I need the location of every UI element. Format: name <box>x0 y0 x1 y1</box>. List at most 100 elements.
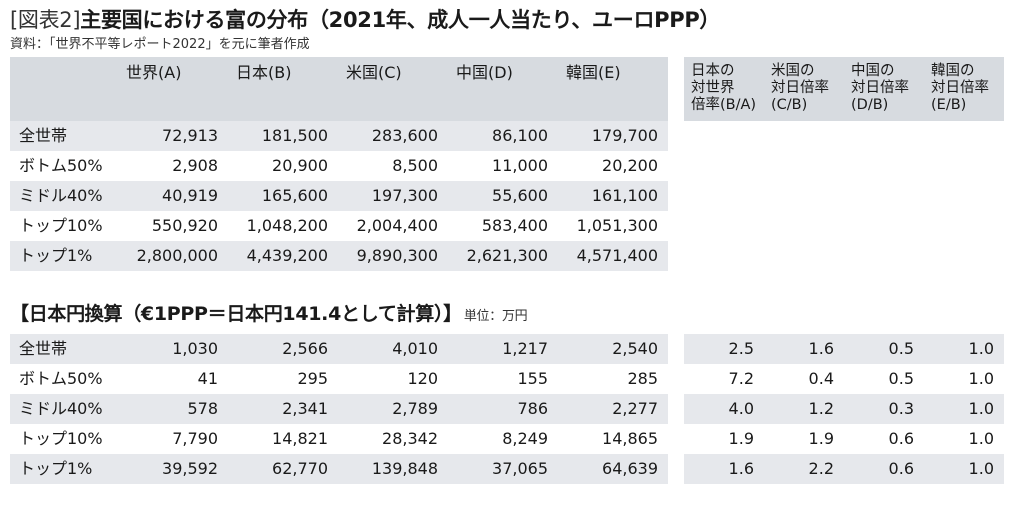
cell-ratio: 1.0 <box>924 454 1004 484</box>
cell-value: 1,217 <box>448 334 558 364</box>
header-ratio-korea-japan: 韓国の 対日倍率 (E/B) <box>924 57 1004 121</box>
cell-value: 72,913 <box>118 121 228 151</box>
cell-ratio: 1.2 <box>764 394 844 424</box>
cell-value: 4,010 <box>338 334 448 364</box>
cell-ratio: 2.2 <box>764 454 844 484</box>
cell-value: 20,900 <box>228 151 338 181</box>
cell-ratio: 1.6 <box>764 334 844 364</box>
cell-ratio: 0.3 <box>844 394 924 424</box>
header-ratio-china-japan: 中国の 対日倍率 (D/B) <box>844 57 924 121</box>
cell-value: 86,100 <box>448 121 558 151</box>
cell-value: 62,770 <box>228 454 338 484</box>
header-world: 世界(A) <box>118 57 228 121</box>
header-china: 中国(D) <box>448 57 558 121</box>
cell-value: 2,800,000 <box>118 241 228 271</box>
table-row: ミドル40% 40,919 165,600 197,300 55,600 161… <box>10 181 668 211</box>
cell-ratio: 1.9 <box>684 424 764 454</box>
header-us: 米国(C) <box>338 57 448 121</box>
cell-ratio: 0.4 <box>764 364 844 394</box>
cell-value: 40,919 <box>118 181 228 211</box>
cell-value: 120 <box>338 364 448 394</box>
row-label: ボトム50% <box>10 364 118 394</box>
cell-value: 2,621,300 <box>448 241 558 271</box>
cell-value: 1,051,300 <box>558 211 668 241</box>
cell-value: 1,048,200 <box>228 211 338 241</box>
cell-ratio: 0.6 <box>844 424 924 454</box>
cell-ratio: 1.0 <box>924 334 1004 364</box>
cell-value: 7,790 <box>118 424 228 454</box>
cell-ratio: 1.0 <box>924 394 1004 424</box>
figure-title-text: 主要国における富の分布（2021年、成人一人当たり、ユーロPPP） <box>80 8 721 32</box>
cell-value: 1,030 <box>118 334 228 364</box>
cell-value: 285 <box>558 364 668 394</box>
table-row: トップ1% 2,800,000 4,439,200 9,890,300 2,62… <box>10 241 668 271</box>
figure-label: [図表2] <box>10 8 81 32</box>
table-row: ボトム50% 2,908 20,900 8,500 11,000 20,200 <box>10 151 668 181</box>
cell-value: 37,065 <box>448 454 558 484</box>
header-ratio-us-japan: 米国の 対日倍率 (C/B) <box>764 57 844 121</box>
cell-value: 2,277 <box>558 394 668 424</box>
cell-value: 578 <box>118 394 228 424</box>
row-label: トップ10% <box>10 211 118 241</box>
table-row: トップ10% 7,790 14,821 28,342 8,249 14,865 … <box>10 424 1004 454</box>
wealth-table-eur: 全世帯 72,913 181,500 283,600 86,100 179,70… <box>10 121 668 271</box>
cell-value: 295 <box>228 364 338 394</box>
header-japan: 日本(B) <box>228 57 338 121</box>
row-label: ミドル40% <box>10 394 118 424</box>
cell-ratio: 1.0 <box>924 364 1004 394</box>
row-label: 全世帯 <box>10 121 118 151</box>
header-ratio-japan-world: 日本の 対世界 倍率(B/A) <box>684 57 764 121</box>
cell-value: 139,848 <box>338 454 448 484</box>
cell-value: 28,342 <box>338 424 448 454</box>
cell-ratio: 0.5 <box>844 334 924 364</box>
cell-value: 39,592 <box>118 454 228 484</box>
cell-value: 583,400 <box>448 211 558 241</box>
cell-ratio: 7.2 <box>684 364 764 394</box>
wealth-table-jpy: 全世帯 1,030 2,566 4,010 1,217 2,540 2.5 1.… <box>10 334 1004 484</box>
cell-value: 165,600 <box>228 181 338 211</box>
source-note: 資料：「世界不平等レポート2022」を元に筆者作成 <box>10 37 310 52</box>
cell-value: 283,600 <box>338 121 448 151</box>
cell-value: 55,600 <box>448 181 558 211</box>
cell-value: 155 <box>448 364 558 394</box>
cell-ratio: 1.9 <box>764 424 844 454</box>
table-row: ボトム50% 41 295 120 155 285 7.2 0.4 0.5 1.… <box>10 364 1004 394</box>
cell-value: 786 <box>448 394 558 424</box>
cell-value: 2,004,400 <box>338 211 448 241</box>
cell-value: 8,249 <box>448 424 558 454</box>
cell-value: 14,865 <box>558 424 668 454</box>
table-row: トップ10% 550,920 1,048,200 2,004,400 583,4… <box>10 211 668 241</box>
section-title-text: 【日本円換算（€1PPP＝日本円141.4として計算）】 <box>10 303 462 325</box>
cell-value: 2,908 <box>118 151 228 181</box>
table-row: トップ1% 39,592 62,770 139,848 37,065 64,63… <box>10 454 1004 484</box>
cell-value: 161,100 <box>558 181 668 211</box>
table-row: 全世帯 72,913 181,500 283,600 86,100 179,70… <box>10 121 668 151</box>
cell-value: 181,500 <box>228 121 338 151</box>
table-row: 全世帯 1,030 2,566 4,010 1,217 2,540 2.5 1.… <box>10 334 1004 364</box>
unit-note: 単位：万円 <box>463 309 528 324</box>
table-header: 世界(A) 日本(B) 米国(C) 中国(D) 韓国(E) 日本の 対世界 倍率… <box>10 57 1004 121</box>
cell-ratio: 4.0 <box>684 394 764 424</box>
cell-value: 2,789 <box>338 394 448 424</box>
figure-title: [図表2]主要国における富の分布（2021年、成人一人当たり、ユーロPPP） <box>10 4 720 34</box>
cell-value: 20,200 <box>558 151 668 181</box>
row-label: トップ1% <box>10 241 118 271</box>
cell-value: 11,000 <box>448 151 558 181</box>
cell-value: 179,700 <box>558 121 668 151</box>
cell-value: 197,300 <box>338 181 448 211</box>
cell-value: 14,821 <box>228 424 338 454</box>
cell-value: 64,639 <box>558 454 668 484</box>
cell-value: 4,571,400 <box>558 241 668 271</box>
cell-value: 9,890,300 <box>338 241 448 271</box>
header-korea: 韓国(E) <box>558 57 668 121</box>
table-row: ミドル40% 578 2,341 2,789 786 2,277 4.0 1.2… <box>10 394 1004 424</box>
cell-ratio: 0.5 <box>844 364 924 394</box>
row-label: トップ1% <box>10 454 118 484</box>
cell-ratio: 1.6 <box>684 454 764 484</box>
cell-value: 41 <box>118 364 228 394</box>
header-blank <box>10 57 118 121</box>
cell-ratio: 2.5 <box>684 334 764 364</box>
cell-value: 2,540 <box>558 334 668 364</box>
cell-value: 2,566 <box>228 334 338 364</box>
cell-ratio: 0.6 <box>844 454 924 484</box>
